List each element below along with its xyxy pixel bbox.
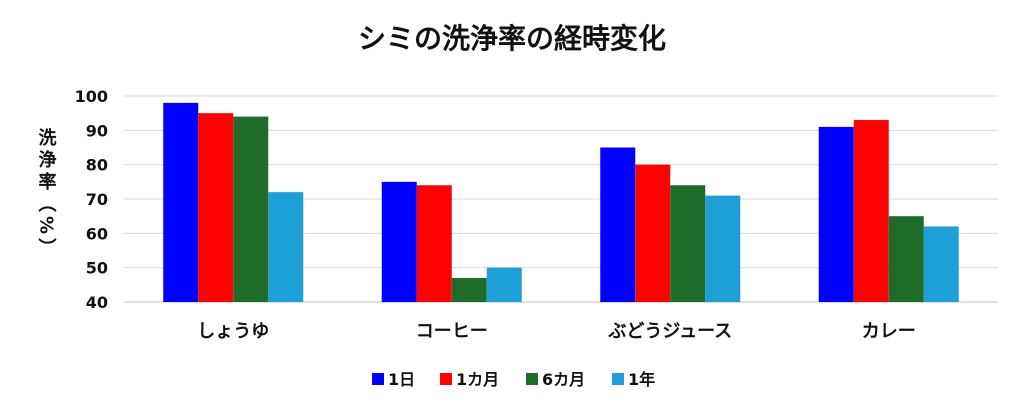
- x-category-label: しょうゆ: [197, 321, 269, 342]
- y-tick-label: 40: [86, 293, 108, 312]
- y-axis-label: 洗浄率（%）: [36, 127, 57, 260]
- y-tick-label: 80: [86, 156, 108, 175]
- legend-swatch: [372, 373, 384, 385]
- bar-3-0: [818, 126, 854, 303]
- bar-3-3: [923, 226, 959, 302]
- bar-3-1: [853, 120, 889, 303]
- legend-swatch: [440, 373, 452, 385]
- bar-2-1: [635, 164, 671, 302]
- legend-swatch: [612, 373, 624, 385]
- bar-0-2: [233, 116, 269, 302]
- bar-0-0: [163, 102, 199, 302]
- y-tick-label: 90: [86, 121, 108, 140]
- bar-1-3: [486, 267, 522, 302]
- legend: 1日 1カ月 6カ月 1年: [372, 370, 655, 389]
- x-category-label: ぶどうジュース: [607, 321, 732, 342]
- x-category-label: コーヒー: [416, 321, 488, 342]
- bar-2-3: [705, 195, 741, 302]
- y-tick-label: 70: [86, 190, 108, 209]
- x-category-label: カレー: [862, 321, 916, 342]
- bar-0-1: [198, 113, 234, 303]
- bar-1-2: [451, 277, 487, 302]
- y-tick-label: 100: [75, 87, 108, 106]
- bar-2-0: [600, 147, 636, 302]
- y-tick-label: 50: [86, 259, 108, 278]
- bar-0-3: [268, 192, 304, 302]
- y-axis-title: 洗浄率（%）: [36, 127, 57, 260]
- bar-2-2: [670, 185, 706, 302]
- bar-1-0: [381, 181, 417, 302]
- legend-label: 6カ月: [542, 370, 585, 389]
- x-axis-categories: しょうゆ コーヒー ぶどうジュース カレー: [197, 321, 916, 342]
- legend-swatch: [526, 373, 538, 385]
- bar-1-1: [416, 185, 452, 302]
- chart-title: シミの洗浄率の経時変化: [358, 22, 666, 55]
- legend-label: 1年: [628, 370, 655, 389]
- bars: [163, 102, 959, 303]
- y-tick-label: 60: [86, 224, 108, 243]
- legend-label: 1カ月: [456, 370, 499, 389]
- legend-label: 1日: [388, 370, 415, 389]
- y-axis: 40 50 60 70 80 90 100: [75, 87, 108, 312]
- bar-3-2: [888, 216, 924, 302]
